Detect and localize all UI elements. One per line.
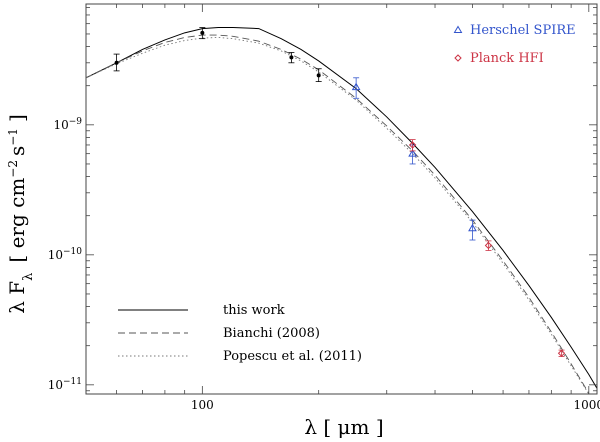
x-tick-label: 1000: [574, 398, 600, 412]
y-tick-label: 10−9: [53, 117, 82, 132]
x-axis-label: λ [ μm ]: [304, 415, 383, 439]
legend: Herschel SPIRE Planck HFI this work Bianchi…: [118, 23, 576, 364]
plot-area: [86, 27, 597, 394]
legend-label-1: Planck HFI: [470, 51, 544, 66]
y-tick-label: 10−10: [48, 247, 83, 262]
data-point-0-1: [200, 30, 205, 35]
data-point-1-0: [351, 82, 361, 91]
axes: 100 1000 10−11 10−10 10−9: [48, 3, 600, 412]
model-curves: [86, 27, 597, 394]
data-point-0-0: [114, 60, 119, 65]
data-point-2-0: [408, 141, 417, 149]
legend-label-0: Herschel SPIRE: [470, 23, 576, 38]
legend-marker-0: [453, 25, 463, 33]
legend-marker-1: [454, 54, 462, 62]
y-tick-label: 10−11: [48, 377, 82, 392]
data-point-2-1: [484, 241, 493, 250]
data-point-0-2: [289, 55, 294, 60]
y-axis-label: λ Fλ[ erg cm−2s−1]: [5, 114, 36, 314]
data-point-2-2: [557, 349, 566, 357]
x-tick-label: 100: [191, 398, 214, 412]
series-line-2: [86, 36, 590, 394]
data-point-0-3: [316, 73, 321, 78]
legend-line-label-0: this work: [223, 303, 285, 318]
legend-line-label-1: Bianchi (2008): [223, 326, 320, 341]
data-points: [113, 27, 566, 357]
series-line-0: [86, 27, 597, 389]
legend-line-label-2: Popescu et al. (2011): [223, 349, 362, 364]
plot-frame: [85, 3, 598, 395]
data-point-1-2: [468, 223, 477, 232]
data-point-1-1: [408, 149, 417, 157]
series-line-1: [86, 34, 590, 394]
